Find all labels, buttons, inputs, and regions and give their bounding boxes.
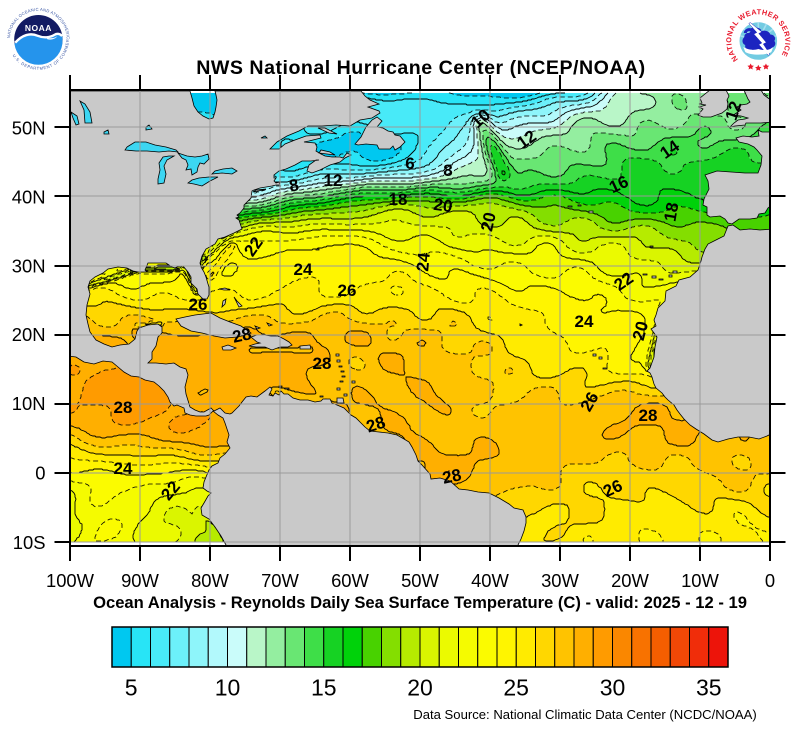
svg-text:20: 20: [629, 319, 652, 342]
svg-text:12: 12: [324, 171, 343, 190]
svg-text:8: 8: [288, 175, 301, 195]
svg-text:24: 24: [575, 312, 594, 331]
svg-text:24: 24: [114, 459, 133, 478]
svg-text:30N: 30N: [12, 255, 46, 276]
svg-text:40N: 40N: [12, 186, 46, 207]
svg-text:25: 25: [503, 675, 529, 701]
svg-text:NWS National Hurricane Center: NWS National Hurricane Center (NCEP/NOAA…: [196, 57, 645, 79]
svg-text:28: 28: [313, 354, 332, 373]
svg-text:10N: 10N: [12, 393, 46, 414]
svg-text:50W: 50W: [401, 570, 439, 591]
svg-text:12: 12: [722, 99, 746, 123]
svg-text:10: 10: [215, 675, 241, 701]
svg-text:100W: 100W: [46, 570, 95, 591]
svg-text:26: 26: [189, 295, 208, 314]
svg-text:30W: 30W: [541, 570, 579, 591]
svg-text:28: 28: [639, 406, 658, 425]
svg-text:10S: 10S: [13, 532, 46, 553]
svg-text:8: 8: [443, 161, 452, 180]
svg-text:80W: 80W: [191, 570, 229, 591]
svg-text:10W: 10W: [681, 570, 719, 591]
svg-text:20: 20: [432, 195, 453, 216]
svg-text:40W: 40W: [471, 570, 509, 591]
svg-text:90W: 90W: [121, 570, 159, 591]
svg-text:26: 26: [338, 281, 357, 300]
svg-text:5: 5: [125, 675, 138, 701]
svg-text:60W: 60W: [331, 570, 369, 591]
svg-text:0: 0: [765, 570, 775, 591]
svg-text:18: 18: [389, 190, 408, 209]
svg-text:Ocean Analysis - Reynolds Dail: Ocean Analysis - Reynolds Daily Sea Surf…: [93, 593, 747, 612]
svg-text:30: 30: [600, 675, 626, 701]
svg-text:18: 18: [661, 201, 683, 223]
svg-text:20N: 20N: [12, 324, 46, 345]
svg-text:70W: 70W: [261, 570, 299, 591]
svg-text:50N: 50N: [12, 117, 46, 138]
svg-text:15: 15: [311, 675, 337, 701]
svg-text:6: 6: [405, 154, 414, 173]
svg-text:28: 28: [114, 398, 133, 417]
svg-text:24: 24: [413, 251, 434, 272]
svg-text:20: 20: [477, 211, 500, 233]
svg-text:28: 28: [441, 465, 463, 488]
svg-text:20: 20: [407, 675, 433, 701]
svg-text:20W: 20W: [611, 570, 649, 591]
svg-text:28: 28: [231, 324, 253, 347]
svg-text:35: 35: [696, 675, 722, 701]
svg-text:24: 24: [294, 260, 313, 279]
svg-text:28: 28: [364, 413, 388, 437]
svg-text:0: 0: [35, 463, 45, 484]
svg-text:NOAA: NOAA: [25, 23, 52, 33]
svg-text:Data Source: National Climatic: Data Source: National Climatic Data Cent…: [413, 707, 756, 722]
